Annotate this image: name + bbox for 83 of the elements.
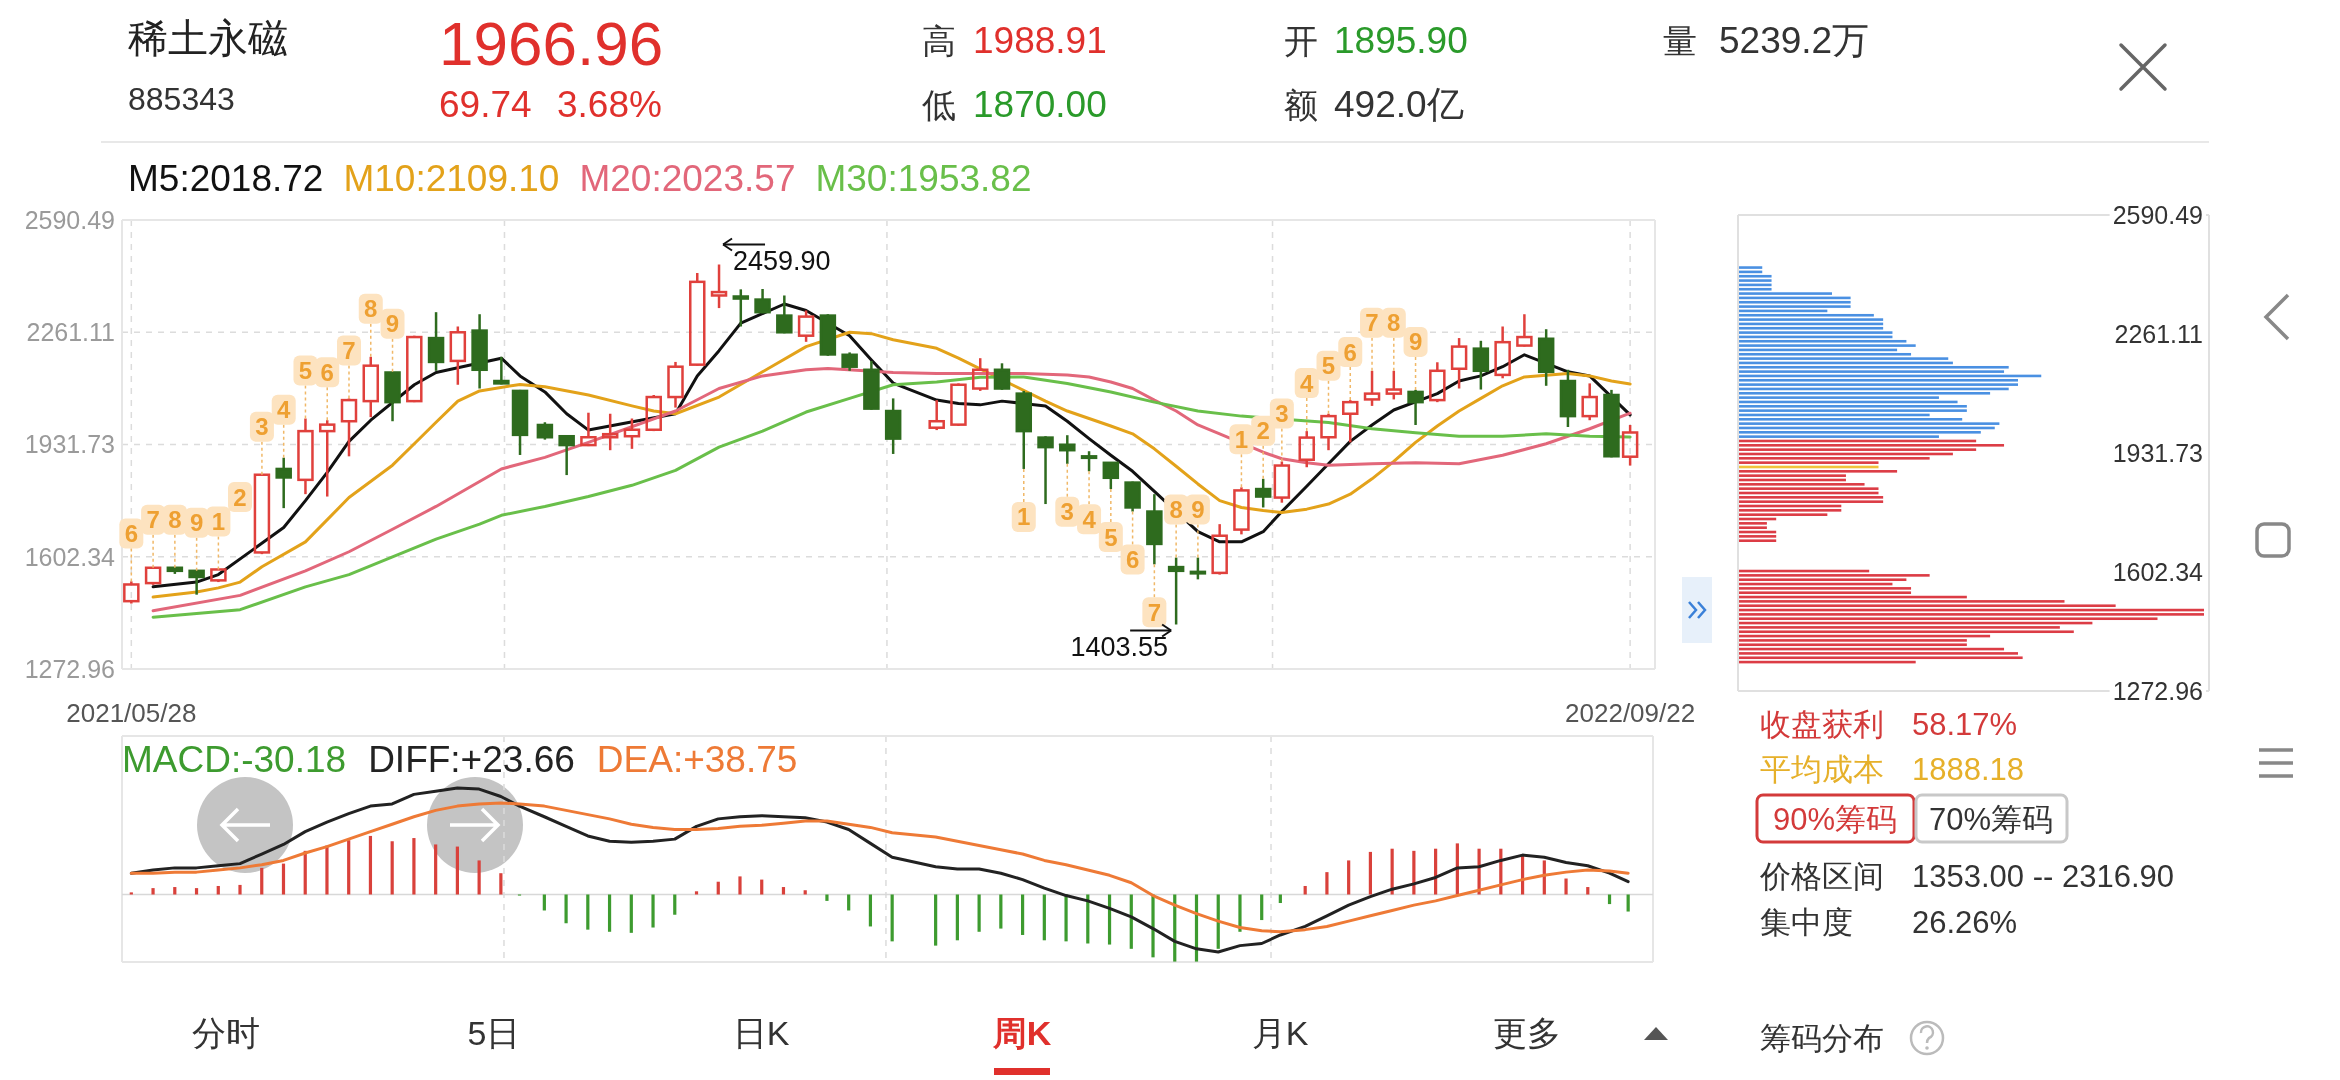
legend-item: M5:2018.72 xyxy=(128,158,324,199)
text: 高 xyxy=(922,22,956,60)
text: 收盘获利 xyxy=(1760,707,1884,742)
td-label: 7 xyxy=(146,506,160,534)
td-label: 6 xyxy=(1125,546,1140,574)
text: 58.17% xyxy=(1912,707,2018,742)
text: 价格区间 xyxy=(1759,859,1884,894)
legend-item: DIFF:+23.66 xyxy=(368,739,575,780)
y-tick-label: 1931.73 xyxy=(24,430,115,459)
td-label: 2 xyxy=(233,483,247,511)
td-label: 3 xyxy=(1060,498,1074,526)
text: 周K xyxy=(991,1014,1052,1052)
td-label: 6 xyxy=(1343,338,1357,366)
text: 平均成本 xyxy=(1760,752,1884,787)
td-label: 9 xyxy=(1408,328,1423,356)
text: 1888.18 xyxy=(1912,752,2025,787)
td-label: 5 xyxy=(1321,352,1336,380)
td-label: 1 xyxy=(211,508,226,535)
td-label: 7 xyxy=(1365,309,1379,337)
y-tick-label: 2261.11 xyxy=(2114,320,2203,348)
text: 90%筹码 xyxy=(1772,802,1898,837)
text: 筹码分布 xyxy=(1760,1021,1884,1056)
text: 26.26% xyxy=(1912,905,2018,940)
text: 稀土永磁 xyxy=(128,16,288,60)
y-tick-label: 1602.34 xyxy=(24,542,115,571)
text: 低 xyxy=(922,86,956,124)
text: 5239.2万 xyxy=(1719,20,1870,61)
y-tick-label: 2590.49 xyxy=(2112,201,2203,229)
td-label: 7 xyxy=(1147,598,1162,626)
text: 分时 xyxy=(192,1014,260,1052)
td-label: 2 xyxy=(1256,417,1270,445)
td-label: 7 xyxy=(342,336,356,364)
y-tick-label: 1272.96 xyxy=(2112,677,2203,705)
td-label: 9 xyxy=(189,509,204,537)
y-tick-label: 1272.96 xyxy=(24,655,115,683)
text: 1870.00 xyxy=(973,84,1107,125)
text: 1966.96 xyxy=(439,9,664,78)
td-label: 9 xyxy=(1191,496,1205,524)
td-label: 8 xyxy=(1387,309,1401,337)
text: 1353.00 -- 2316.90 xyxy=(1912,859,2174,894)
x-tick-label: 2021/05/28 xyxy=(66,698,197,728)
text: 更多 xyxy=(1493,1014,1561,1052)
legend-item: M30:1953.82 xyxy=(815,158,1032,199)
extreme-label: 1403.55 xyxy=(1070,632,1169,663)
td-label: 5 xyxy=(298,357,313,384)
text: 1988.91 xyxy=(973,20,1107,61)
y-tick-label: 2261.11 xyxy=(26,318,115,347)
td-label: 6 xyxy=(320,358,334,386)
td-label: 8 xyxy=(1169,496,1183,524)
td-label: 3 xyxy=(1275,399,1289,427)
td-label: 5 xyxy=(1104,523,1118,551)
text: 开 xyxy=(1284,22,1318,60)
text: 月K xyxy=(1251,1014,1309,1052)
td-label: 4 xyxy=(1082,505,1096,533)
text: 1895.90 xyxy=(1334,20,1468,61)
text: 集中度 xyxy=(1760,905,1853,940)
y-tick-label: 1602.34 xyxy=(2112,558,2203,586)
extreme-label: 2459.90 xyxy=(733,245,831,276)
legend-item: DEA:+38.75 xyxy=(596,739,798,780)
legend-item: M10:2109.10 xyxy=(343,158,560,199)
text: 70%筹码 xyxy=(1928,802,2054,837)
td-label: 6 xyxy=(124,519,138,547)
legend-item: M20:2023.57 xyxy=(579,158,796,199)
legend-item: MACD:-30.18 xyxy=(122,739,347,780)
td-label: 4 xyxy=(1300,369,1314,397)
text: 69.74 xyxy=(439,84,532,125)
y-tick-label: 1931.73 xyxy=(2112,439,2203,467)
td-label: 9 xyxy=(385,310,400,338)
text: 量 xyxy=(1663,22,1697,60)
x-tick-label: 2022/09/22 xyxy=(1565,698,1696,728)
td-label: 3 xyxy=(255,413,269,441)
td-label: 1 xyxy=(1234,425,1249,453)
td-label: 4 xyxy=(277,396,291,424)
y-tick-label: 2590.49 xyxy=(24,206,115,234)
text: 额 xyxy=(1284,86,1318,124)
text: 885343 xyxy=(128,81,235,117)
td-label: 8 xyxy=(168,506,182,534)
text: 5日 xyxy=(467,1014,521,1052)
text: 492.0亿 xyxy=(1334,84,1464,125)
td-label: 8 xyxy=(364,295,378,323)
td-label: 1 xyxy=(1017,503,1031,531)
text: 3.68% xyxy=(557,84,662,125)
text: 日K xyxy=(732,1014,790,1052)
